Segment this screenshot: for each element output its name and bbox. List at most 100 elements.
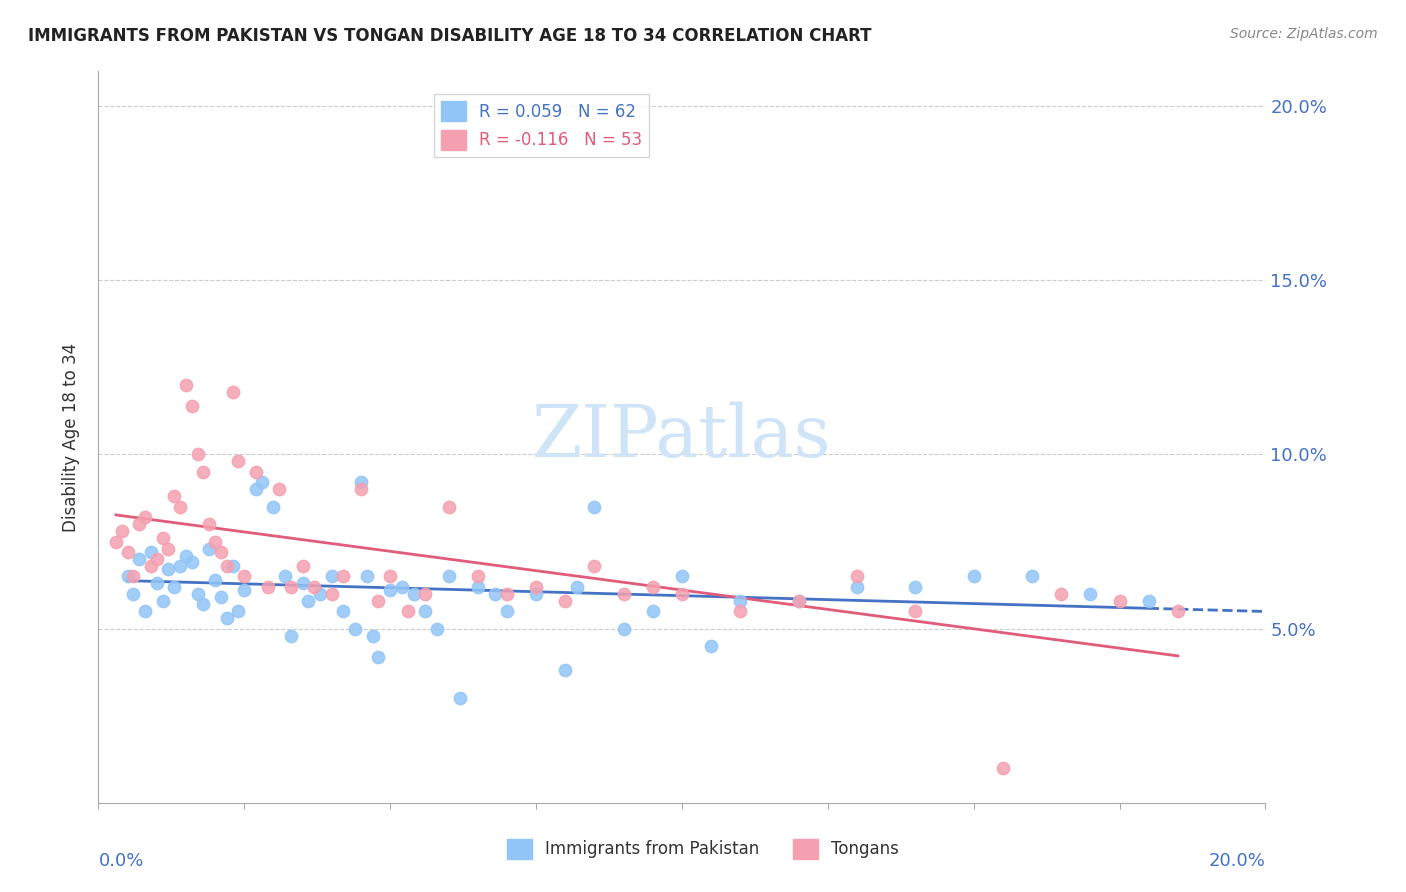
Point	[228, 604, 250, 618]
Point	[350, 475, 373, 490]
Point	[413, 587, 436, 601]
Point	[152, 531, 174, 545]
Point	[1050, 587, 1073, 601]
Text: ZIPatlas: ZIPatlas	[531, 401, 832, 473]
Point	[280, 580, 302, 594]
Point	[612, 622, 634, 636]
Point	[583, 558, 606, 573]
Point	[215, 558, 238, 573]
Point	[367, 594, 389, 608]
Point	[187, 448, 209, 462]
Point	[467, 580, 489, 594]
Point	[163, 489, 186, 503]
Point	[262, 500, 284, 514]
Point	[187, 587, 209, 601]
Point	[174, 377, 197, 392]
Point	[104, 534, 127, 549]
Point	[1108, 594, 1130, 608]
Point	[730, 594, 752, 608]
Point	[139, 558, 162, 573]
Point	[846, 569, 869, 583]
Point	[221, 384, 243, 399]
Point	[426, 622, 449, 636]
Point	[583, 500, 606, 514]
Point	[641, 580, 664, 594]
Point	[169, 500, 191, 514]
Point	[180, 399, 202, 413]
Point	[350, 483, 373, 497]
Point	[193, 465, 215, 479]
Point	[449, 691, 471, 706]
Point	[356, 569, 378, 583]
Point	[204, 573, 226, 587]
Point	[291, 558, 314, 573]
Point	[291, 576, 314, 591]
Point	[413, 604, 436, 618]
Point	[198, 517, 221, 532]
Legend: Immigrants from Pakistan, Tongans: Immigrants from Pakistan, Tongans	[501, 832, 905, 866]
Point	[396, 604, 419, 618]
Point	[730, 604, 752, 618]
Point	[524, 580, 547, 594]
Point	[565, 580, 588, 594]
Point	[304, 580, 326, 594]
Point	[332, 569, 354, 583]
Point	[361, 629, 384, 643]
Point	[193, 597, 215, 611]
Point	[245, 465, 267, 479]
Point	[380, 569, 402, 583]
Point	[846, 580, 869, 594]
Point	[204, 534, 226, 549]
Y-axis label: Disability Age 18 to 34: Disability Age 18 to 34	[62, 343, 80, 532]
Point	[280, 629, 302, 643]
Point	[134, 604, 156, 618]
Point	[554, 664, 576, 678]
Point	[233, 569, 256, 583]
Point	[962, 569, 984, 583]
Point	[367, 649, 389, 664]
Point	[180, 556, 202, 570]
Point	[321, 587, 343, 601]
Point	[496, 604, 519, 618]
Point	[991, 761, 1014, 775]
Point	[787, 594, 810, 608]
Point	[256, 580, 278, 594]
Point	[787, 594, 810, 608]
Point	[612, 587, 634, 601]
Text: IMMIGRANTS FROM PAKISTAN VS TONGAN DISABILITY AGE 18 TO 34 CORRELATION CHART: IMMIGRANTS FROM PAKISTAN VS TONGAN DISAB…	[28, 27, 872, 45]
Text: 20.0%: 20.0%	[1209, 852, 1265, 870]
Point	[274, 569, 297, 583]
Point	[297, 594, 319, 608]
Point	[904, 580, 927, 594]
Point	[1137, 594, 1160, 608]
Point	[332, 604, 354, 618]
Point	[554, 594, 576, 608]
Text: Source: ZipAtlas.com: Source: ZipAtlas.com	[1230, 27, 1378, 41]
Point	[174, 549, 197, 563]
Point	[152, 594, 174, 608]
Point	[671, 569, 693, 583]
Point	[146, 552, 169, 566]
Point	[215, 611, 238, 625]
Point	[221, 558, 243, 573]
Point	[641, 604, 664, 618]
Point	[380, 583, 402, 598]
Point	[117, 569, 139, 583]
Point	[1080, 587, 1102, 601]
Point	[209, 545, 232, 559]
Point	[269, 483, 291, 497]
Point	[122, 569, 145, 583]
Point	[309, 587, 332, 601]
Point	[391, 580, 413, 594]
Point	[1021, 569, 1043, 583]
Point	[402, 587, 425, 601]
Legend: R = 0.059   N = 62, R = -0.116   N = 53: R = 0.059 N = 62, R = -0.116 N = 53	[434, 95, 650, 157]
Point	[250, 475, 273, 490]
Point	[245, 483, 267, 497]
Point	[134, 510, 156, 524]
Point	[198, 541, 221, 556]
Point	[671, 587, 693, 601]
Point	[169, 558, 191, 573]
Point	[437, 500, 460, 514]
Point	[904, 604, 927, 618]
